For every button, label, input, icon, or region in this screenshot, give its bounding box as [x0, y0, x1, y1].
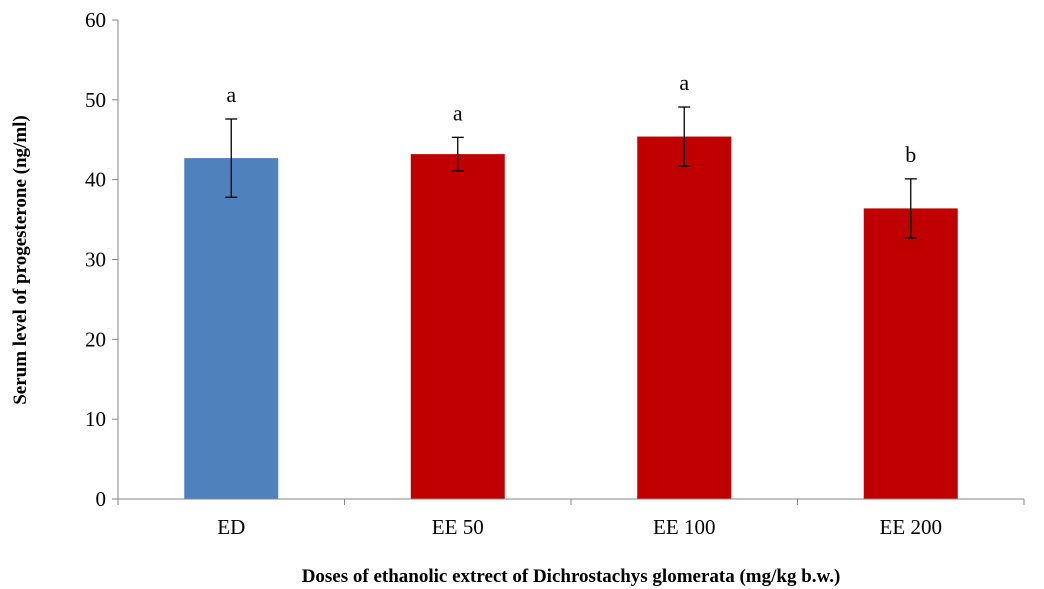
category-labels-group: ED EE 50 EE 100 EE 200	[217, 515, 942, 539]
significance-label: a	[453, 100, 463, 125]
y-axis-ticks: 0 10 20 30 40 50 60	[85, 8, 1025, 511]
significance-label: a	[226, 82, 236, 107]
y-tick-label: 30	[85, 248, 106, 272]
significance-label: b	[905, 142, 916, 167]
significance-labels-group: a a a b	[226, 70, 916, 167]
error-bar	[904, 178, 917, 239]
y-tick-label: 60	[85, 8, 106, 32]
category-label: EE 50	[432, 515, 484, 539]
bar	[184, 158, 279, 499]
y-tick-label: 0	[96, 487, 107, 511]
y-tick-label: 40	[85, 168, 106, 192]
bar	[410, 154, 505, 499]
error-bars-group	[225, 106, 917, 239]
bar	[637, 136, 732, 499]
y-tick-label: 50	[85, 88, 106, 112]
significance-label: a	[679, 70, 689, 95]
y-tick-label: 10	[85, 407, 106, 431]
y-tick-label: 20	[85, 327, 106, 351]
y-axis-title: Serum level of progesterone (ng/ml)	[10, 115, 31, 405]
category-label: EE 100	[653, 515, 715, 539]
error-bar	[451, 136, 464, 172]
error-bar	[225, 118, 238, 198]
bars-group	[184, 136, 958, 499]
category-label: EE 200	[880, 515, 942, 539]
category-label: ED	[217, 515, 245, 539]
error-bar	[678, 106, 691, 167]
x-axis-title: Doses of ethanolic extrect of Dichrostac…	[302, 566, 841, 587]
bar	[863, 208, 958, 499]
